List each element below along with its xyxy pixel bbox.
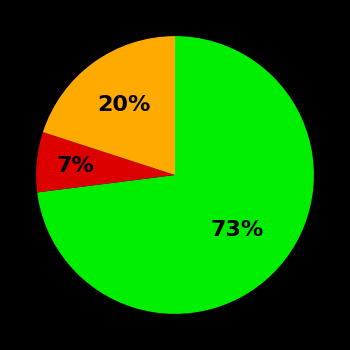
Text: 7%: 7% [56,156,94,176]
Wedge shape [36,132,175,192]
Wedge shape [37,36,314,314]
Text: 73%: 73% [211,220,264,240]
Wedge shape [43,36,175,175]
Text: 20%: 20% [98,95,151,116]
